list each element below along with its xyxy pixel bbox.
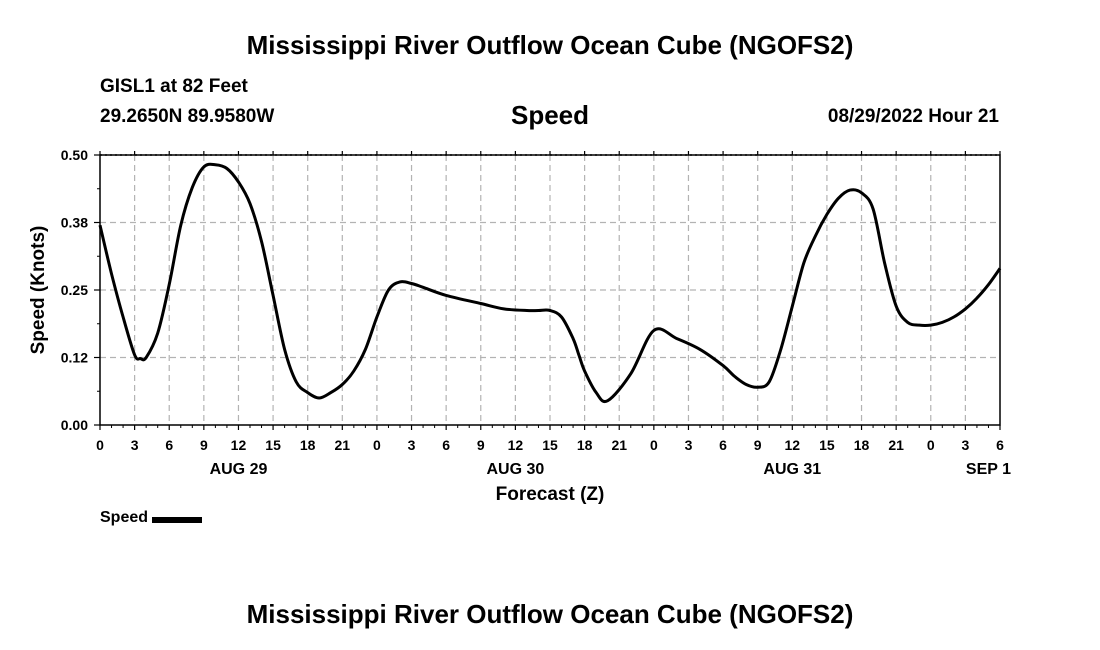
date-label: SEP 1 — [966, 461, 1011, 478]
x-tick-label: 9 — [754, 437, 762, 453]
y-tick-label: 0.12 — [61, 350, 88, 366]
station-coordinates: 29.2650N 89.9580W — [100, 106, 275, 127]
x-tick-label: 0 — [96, 437, 104, 453]
y-tick-label: 0.00 — [61, 417, 88, 433]
legend-swatch — [152, 516, 203, 523]
x-tick-label: 21 — [335, 437, 351, 453]
x-tick-label: 3 — [408, 437, 416, 453]
date-label: AUG 30 — [486, 461, 544, 478]
x-tick-label: 3 — [961, 437, 969, 453]
y-tick-label: 0.25 — [61, 282, 88, 298]
x-tick-label: 0 — [927, 437, 935, 453]
y-tick-label: 0.50 — [61, 147, 88, 163]
x-tick-label: 18 — [854, 437, 870, 453]
x-tick-label: 21 — [888, 437, 904, 453]
x-tick-label: 9 — [477, 437, 485, 453]
forecast-datetime: 08/29/2022 Hour 21 — [827, 106, 999, 127]
footer-title: Mississippi River Outflow Ocean Cube (NG… — [246, 599, 854, 629]
station-label: GISL1 at 82 Feet — [100, 76, 248, 97]
axis-ticks: 0 3 6 9 12 15 18 21 0 3 6 9 12 15 18 21 0 3 6 9 12 15 18 21 0 3 6 0… — [61, 147, 1011, 478]
x-tick-label: 18 — [577, 437, 593, 453]
legend-label: Speed — [100, 509, 149, 526]
x-tick-label: 0 — [373, 437, 381, 453]
x-tick-label: 0 — [650, 437, 658, 453]
x-tick-label: 12 — [785, 437, 801, 453]
x-tick-label: 12 — [508, 437, 524, 453]
y-tick-label: 0.38 — [61, 215, 88, 231]
x-tick-label: 3 — [131, 437, 139, 453]
x-tick-label: 18 — [300, 437, 316, 453]
x-axis-label: Forecast (Z) — [496, 484, 605, 505]
variable-title: Speed — [510, 100, 590, 130]
date-label: AUG 31 — [763, 461, 821, 478]
x-tick-label: 6 — [996, 437, 1004, 453]
x-tick-label: 6 — [719, 437, 727, 453]
page-title: Mississippi River Outflow Ocean Cube (NG… — [246, 30, 854, 60]
x-tick-label: 6 — [442, 437, 450, 453]
x-tick-label: 21 — [611, 437, 627, 453]
speed-series-line — [98, 162, 1002, 403]
series-layer — [98, 162, 1002, 403]
y-axis-label: Speed (Knots) — [28, 226, 49, 355]
x-tick-label: 3 — [685, 437, 693, 453]
x-tick-label: 15 — [542, 437, 558, 453]
x-tick-label: 15 — [819, 437, 835, 453]
x-tick-label: 9 — [200, 437, 208, 453]
x-tick-label: 15 — [265, 437, 281, 453]
x-tick-label: 6 — [165, 437, 173, 453]
date-label: AUG 29 — [210, 461, 268, 478]
legend: Speed — [100, 509, 203, 527]
x-tick-label: 12 — [231, 437, 247, 453]
